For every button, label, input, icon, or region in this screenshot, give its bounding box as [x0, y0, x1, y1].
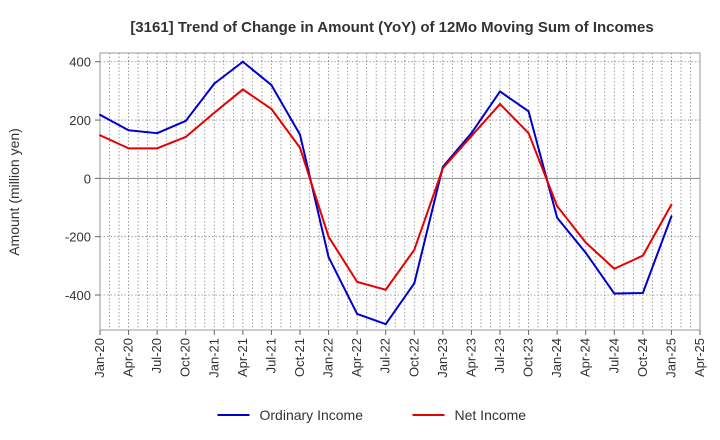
data-point	[156, 147, 159, 150]
data-point	[270, 107, 273, 110]
grid	[99, 52, 701, 331]
data-point	[470, 135, 473, 138]
x-tick-label: Jul-24	[606, 338, 621, 373]
data-point	[527, 132, 530, 135]
x-tick-label: Jan-23	[435, 338, 450, 378]
data-point	[584, 241, 587, 244]
chart-title: [3161] Trend of Change in Amount (YoY) o…	[130, 19, 653, 36]
data-point	[584, 251, 587, 254]
data-point	[527, 110, 530, 113]
legend: Ordinary Income Net Income	[217, 407, 527, 423]
data-point	[384, 323, 387, 326]
x-tick-label: Oct-23	[521, 338, 536, 377]
data-point	[441, 167, 444, 170]
data-point	[470, 132, 473, 135]
data-point	[413, 282, 416, 285]
x-tick-label: Jan-22	[321, 338, 336, 378]
data-point	[613, 292, 616, 295]
data-point	[99, 134, 101, 137]
data-point	[556, 205, 559, 208]
data-point	[299, 133, 301, 136]
data-point	[384, 288, 387, 291]
y-tick-label: -400	[65, 288, 91, 303]
plot-frame	[99, 52, 701, 331]
data-point	[499, 90, 501, 93]
data-point	[241, 88, 244, 91]
legend-label: Ordinary Income	[260, 407, 364, 423]
x-tick-label: Jul-20	[149, 338, 164, 373]
x-tick-label: Jul-22	[378, 338, 393, 373]
legend-label: Net Income	[455, 407, 527, 423]
data-point	[613, 267, 616, 270]
y-axis-label: Amount (million yen)	[6, 128, 22, 256]
data-point	[499, 103, 501, 106]
data-point	[156, 132, 159, 135]
x-tick-label: Jan-20	[92, 338, 107, 378]
data-point	[127, 129, 130, 132]
y-tick-label: -200	[65, 230, 91, 245]
data-point	[270, 84, 273, 87]
x-tick-label: Jan-25	[663, 338, 678, 378]
data-point	[127, 147, 130, 150]
data-point	[556, 216, 559, 219]
x-tick-label: Oct-20	[178, 338, 193, 377]
x-tick-label: Apr-21	[235, 338, 250, 377]
series-lines	[99, 60, 673, 326]
data-point	[213, 111, 216, 114]
axes: 400 200 0 -200 -400 Jan-20 Apr-20 Jul-20 Oct-20 J…	[65, 55, 707, 378]
x-tick-label: Oct-22	[406, 338, 421, 377]
x-tick-label: Apr-22	[349, 338, 364, 377]
data-point	[241, 60, 244, 63]
y-tick-label: 0	[84, 171, 91, 186]
x-tick-label: Apr-20	[121, 338, 136, 377]
x-tick-label: Jan-21	[206, 338, 221, 378]
x-tick-label: Apr-24	[578, 338, 593, 377]
x-tick-label: Apr-25	[692, 338, 707, 377]
data-point	[670, 203, 673, 206]
data-point	[299, 146, 301, 149]
x-tick-label: Oct-24	[635, 338, 650, 377]
data-point	[184, 135, 187, 138]
data-point	[356, 280, 359, 283]
data-point	[327, 235, 330, 238]
data-point	[213, 82, 216, 85]
y-tick-label: 200	[69, 113, 91, 128]
x-tick-label: Jan-24	[549, 338, 564, 378]
x-tick-label: Jul-21	[263, 338, 278, 373]
data-point	[356, 312, 359, 315]
data-point	[641, 254, 644, 257]
data-point	[413, 248, 416, 251]
x-tick-label: Oct-21	[292, 338, 307, 377]
data-point	[641, 291, 644, 294]
x-tick-label: Apr-23	[463, 338, 478, 377]
x-tick-label: Jul-23	[492, 338, 507, 373]
data-point	[184, 119, 187, 122]
data-point	[99, 113, 101, 116]
data-point	[327, 256, 330, 259]
data-point	[670, 215, 673, 218]
y-tick-label: 400	[69, 55, 91, 70]
